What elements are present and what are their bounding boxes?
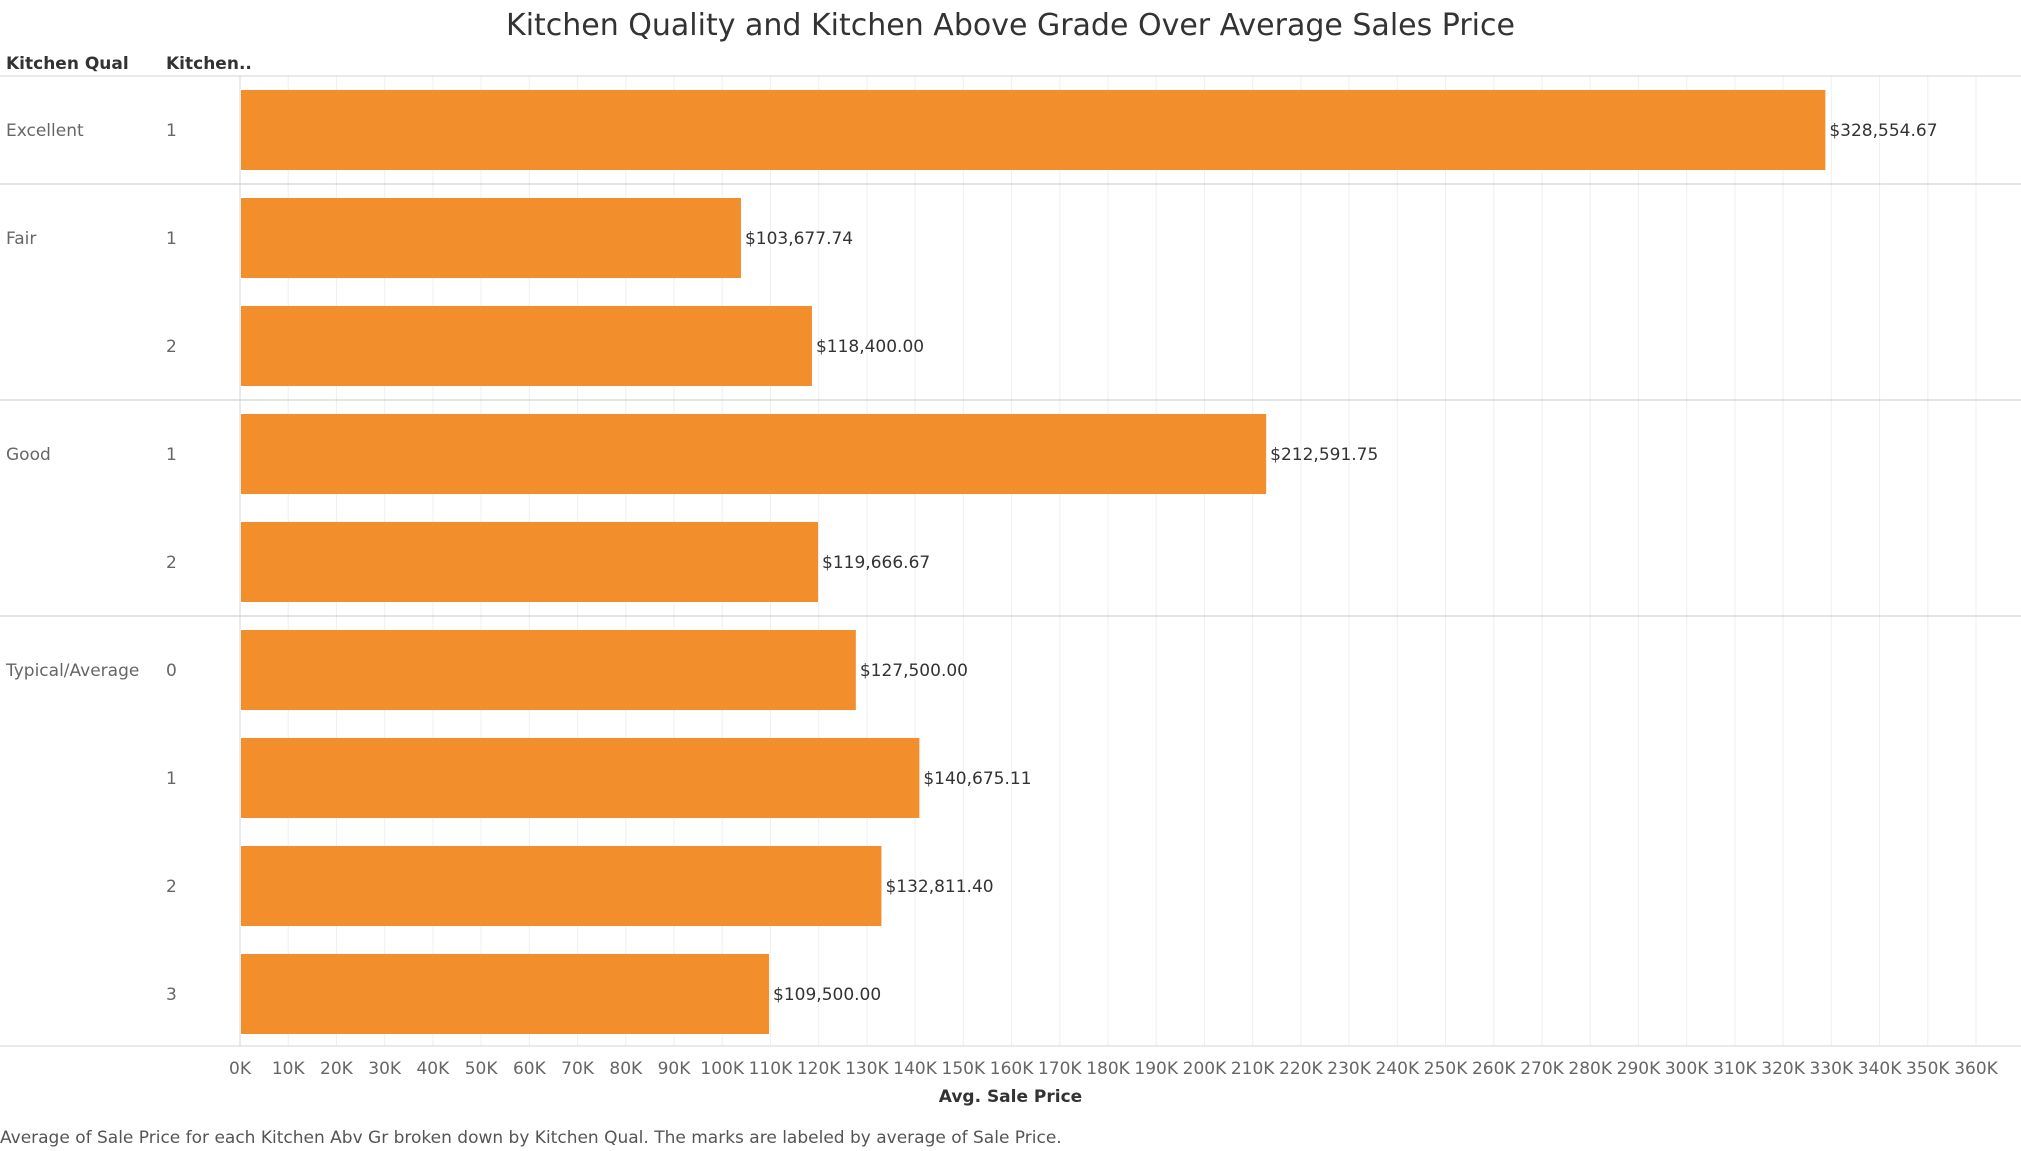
bar-value-label: $132,811.40 [885,877,993,897]
x-tick-label: 70K [561,1059,595,1079]
x-tick-label: 300K [1665,1059,1709,1079]
x-tick-label: 130K [845,1059,889,1079]
x-tick-label: 350K [1906,1059,1950,1079]
x-tick-label: 140K [893,1059,937,1079]
bar [241,90,1826,170]
bar [241,198,741,278]
kitchen-abv-gr-label: 1 [166,769,177,789]
bar-value-label: $140,675.11 [923,769,1031,789]
kitchen-abv-gr-label: 1 [166,445,177,465]
x-tick-label: 200K [1183,1059,1227,1079]
x-tick-label: 20K [320,1059,354,1079]
x-tick-label: 290K [1617,1059,1661,1079]
bar-value-label: $119,666.67 [822,553,930,573]
bar [241,846,882,926]
bar-value-label: $103,677.74 [745,229,853,249]
bar [241,522,819,602]
bar [241,630,856,710]
x-tick-label: 120K [797,1059,841,1079]
bar [241,414,1267,494]
row-header-kitchen-qual[interactable]: Kitchen Qual [6,54,129,74]
kitchen-abv-gr-label: 1 [166,121,177,141]
x-tick-label: 270K [1520,1059,1564,1079]
x-tick-label: 30K [368,1059,402,1079]
x-tick-label: 210K [1231,1059,1275,1079]
chart-title: Kitchen Quality and Kitchen Above Grade … [506,8,1515,43]
x-tick-label: 310K [1713,1059,1757,1079]
x-tick-label: 280K [1568,1059,1612,1079]
bar [241,306,812,386]
kitchen-abv-gr-label: 0 [166,661,177,681]
x-tick-label: 240K [1376,1059,1420,1079]
kitchen-abv-gr-label: 2 [166,553,177,573]
x-tick-label: 190K [1134,1059,1178,1079]
kitchen-abv-gr-label: 1 [166,229,177,249]
x-tick-label: 260K [1472,1059,1516,1079]
bar-value-label: $328,554.67 [1829,121,1937,141]
x-tick-label: 40K [416,1059,450,1079]
x-tick-label: 80K [609,1059,643,1079]
x-tick-label: 170K [1038,1059,1082,1079]
x-tick-label: 250K [1424,1059,1468,1079]
x-tick-label: 230K [1327,1059,1371,1079]
bar [241,738,920,818]
bar [241,954,770,1034]
kitchen-qual-label: Excellent [6,121,84,141]
bar-value-label: $212,591.75 [1270,445,1378,465]
x-tick-label: 100K [700,1059,744,1079]
kitchen-abv-gr-label: 2 [166,877,177,897]
x-axis-label: Avg. Sale Price [938,1087,1083,1107]
x-tick-label: 220K [1279,1059,1323,1079]
kitchen-abv-gr-label: 3 [166,985,177,1005]
bar-value-label: $109,500.00 [773,985,881,1005]
bar-value-label: $118,400.00 [816,337,924,357]
x-tick-label: 330K [1810,1059,1854,1079]
chart-caption: Average of Sale Price for each Kitchen A… [0,1128,1062,1148]
kitchen-qual-label: Good [6,445,51,465]
kitchen-abv-gr-label: 2 [166,337,177,357]
x-tick-label: 150K [942,1059,986,1079]
x-tick-label: 110K [749,1059,793,1079]
x-tick-label: 180K [1086,1059,1130,1079]
row-header-kitchen-abv-gr[interactable]: Kitchen.. [166,54,252,74]
x-tick-label: 60K [513,1059,547,1079]
kitchen-qual-label: Typical/Average [5,661,139,681]
x-tick-label: 50K [465,1059,499,1079]
x-tick-label: 340K [1858,1059,1902,1079]
x-tick-label: 0K [229,1059,252,1079]
x-tick-label: 10K [272,1059,306,1079]
x-tick-label: 360K [1954,1059,1998,1079]
x-tick-label: 320K [1761,1059,1805,1079]
x-tick-label: 90K [658,1059,692,1079]
x-tick-label: 160K [990,1059,1034,1079]
bar-value-label: $127,500.00 [860,661,968,681]
kitchen-qual-label: Fair [6,229,36,249]
